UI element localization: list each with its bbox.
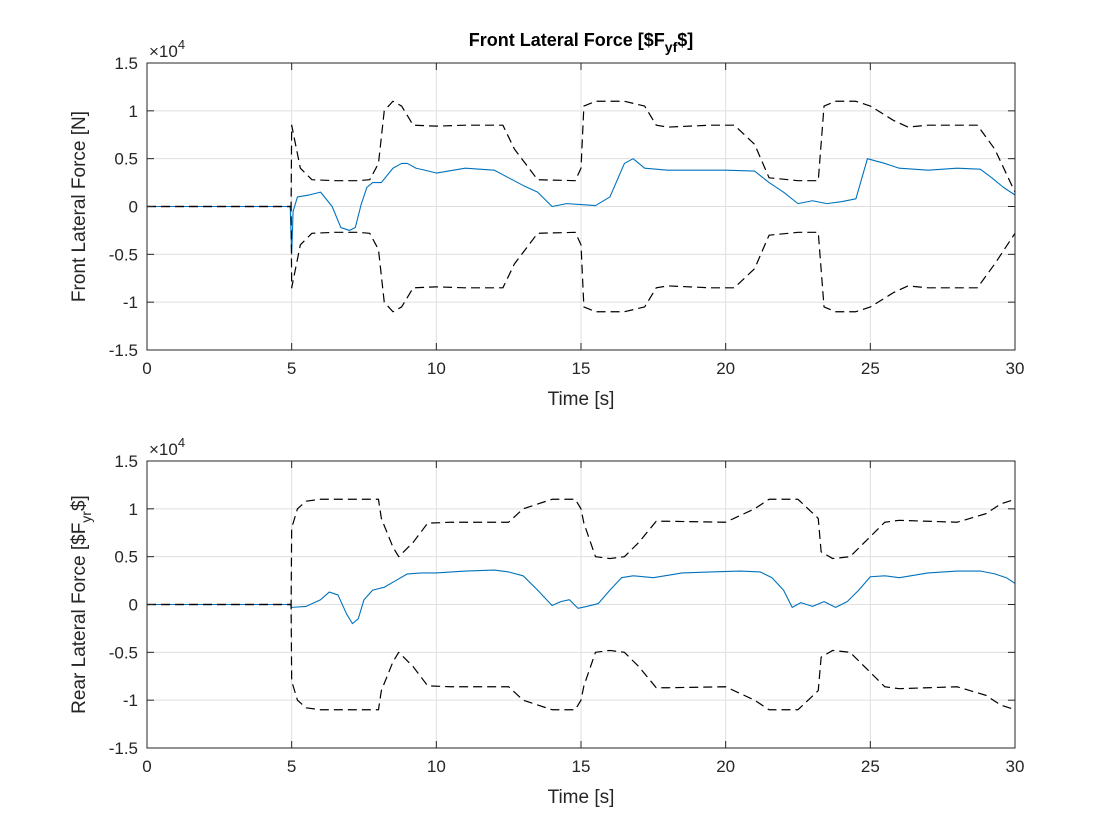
y-exponent-label: ×104 — [149, 435, 185, 459]
x-tick-label: 25 — [861, 757, 880, 776]
x-tick-label: 5 — [287, 757, 296, 776]
y-tick-label: 1.5 — [114, 54, 138, 73]
x-axis-label: Time [s] — [548, 389, 615, 410]
chart-panel-2: 0 5 10 15 20 25 30 -1.5 -1 -0.5 0 0.5 1 1.5 ×104 Time [… — [69, 435, 1024, 808]
y-tick-label: 0 — [129, 198, 138, 217]
x-tick-label: 0 — [142, 359, 151, 378]
y-tick-label: 1 — [129, 102, 138, 121]
x-tick-label: 30 — [1006, 359, 1025, 378]
chart-panel-1: 0 5 10 15 20 25 30 -1.5 -1 -0.5 0 0.5 1 1.5 ×104 Time [… — [69, 30, 1024, 410]
signal-series-line-1 — [147, 569, 1016, 625]
y-axis-label: Rear Lateral Force [$Fyr$] — [69, 495, 94, 714]
y-tick-label: -0.5 — [109, 245, 138, 264]
x-tick-label: 20 — [716, 359, 735, 378]
y-tick-label: 1.5 — [114, 452, 138, 471]
bound-series-line-2 — [147, 100, 1016, 208]
y-exponent-power: 4 — [178, 37, 185, 52]
bound-series-line-2 — [147, 498, 1016, 606]
y-tick-label: -1 — [123, 293, 138, 312]
y-exponent-power: 4 — [178, 435, 185, 450]
y-tick-label: -0.5 — [109, 643, 138, 662]
y-tick-label: 0.5 — [114, 150, 138, 169]
y-tick-label: -1.5 — [109, 341, 138, 360]
x-tick-label: 10 — [427, 359, 446, 378]
x-axis-label: Time [s] — [548, 787, 615, 808]
y-axis-label: Front Lateral Force [N] — [69, 111, 90, 302]
bound-series-line-3 — [147, 205, 1016, 313]
y-tick-label: -1.5 — [109, 739, 138, 758]
y-tick-label: 0.5 — [114, 548, 138, 567]
signal-series-line-1 — [147, 158, 1016, 255]
y-tick-label: 1 — [129, 500, 138, 519]
x-tick-label: 15 — [572, 757, 591, 776]
x-tick-label: 10 — [427, 757, 446, 776]
x-tick-label: 15 — [572, 359, 591, 378]
chart-title: Front Lateral Force [$Fyf$] — [469, 30, 694, 55]
x-tick-label: 0 — [142, 757, 151, 776]
x-tick-label: 20 — [716, 757, 735, 776]
y-exponent-label: ×104 — [149, 37, 185, 61]
y-tick-label: -1 — [123, 691, 138, 710]
x-tick-label: 25 — [861, 359, 880, 378]
bound-series-line-3 — [147, 603, 1016, 711]
x-tick-label: 5 — [287, 359, 296, 378]
x-tick-label: 30 — [1006, 757, 1025, 776]
y-tick-label: 0 — [129, 596, 138, 615]
